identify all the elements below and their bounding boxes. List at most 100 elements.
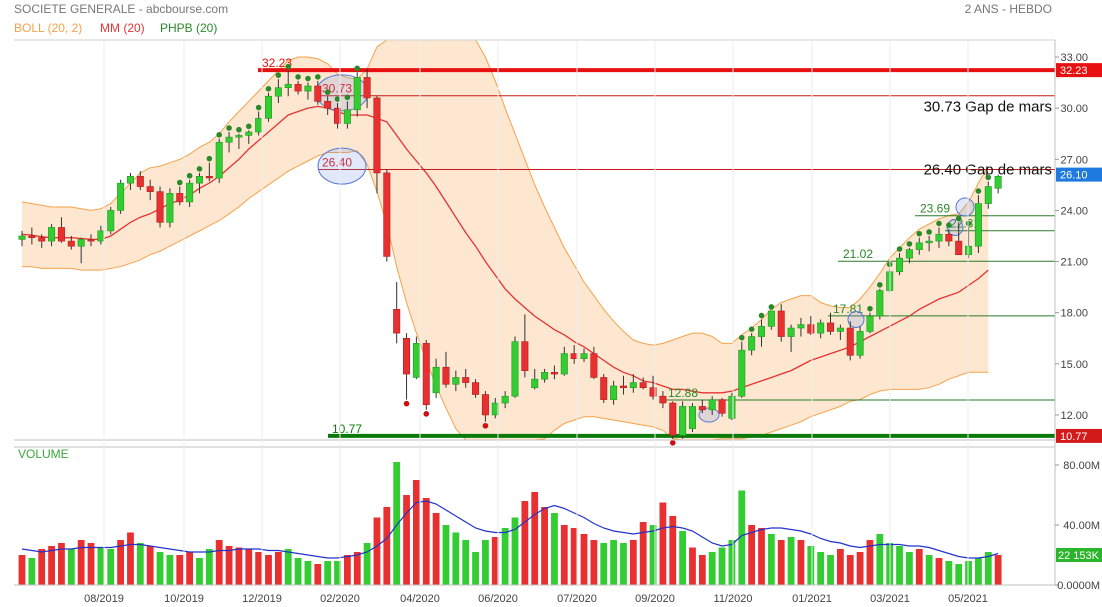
candle-body <box>353 77 361 111</box>
candle-body <box>264 95 272 119</box>
volume-bar <box>984 552 992 585</box>
axis-layer: 33.00 30.00 27.00 24.00 21.00 18.00 15.00 12.00… <box>14 39 1100 605</box>
volume-bar <box>866 540 874 585</box>
volume-bar <box>442 525 450 585</box>
volume-bar <box>117 540 124 585</box>
candle-body <box>807 324 815 334</box>
phpb-high-dot <box>738 334 745 341</box>
volume-bar <box>797 540 805 585</box>
volume-bar <box>393 462 401 585</box>
candle-body <box>215 141 223 179</box>
annotation-gap-mars-upper: 30.73 Gap de mars <box>924 99 1052 116</box>
volume-bar <box>511 517 519 585</box>
phpb-high-dot <box>916 230 923 237</box>
volume-bar <box>28 558 36 585</box>
candle-body <box>314 85 322 102</box>
candle-body <box>649 387 657 397</box>
volume-bar <box>748 525 756 585</box>
volume-moving-average <box>21 500 999 559</box>
volume-bar <box>876 534 884 585</box>
candle-body <box>284 83 292 88</box>
phpb-high-dot <box>206 155 213 162</box>
price-tag-resistance-bg <box>1056 63 1102 78</box>
volume-bar <box>235 547 243 585</box>
volume-bar <box>353 552 361 585</box>
candle-body <box>688 406 696 429</box>
price-tag-support: 10.77 <box>1060 431 1088 443</box>
gap-highlight-circle <box>847 311 865 328</box>
candle-body <box>324 101 332 109</box>
volume-bar <box>245 549 253 585</box>
level-label: 32.23 <box>262 56 292 70</box>
candle-body <box>708 399 716 411</box>
candle-body <box>541 372 549 380</box>
candle-body <box>334 107 342 124</box>
candle-body <box>738 349 746 397</box>
candle-body <box>767 310 775 327</box>
price-tag-last: 26.10 <box>1060 170 1088 182</box>
x-axis-label: 11/2020 <box>714 593 753 605</box>
candle-body <box>472 382 480 395</box>
volume-bar <box>482 540 489 585</box>
candle-body <box>255 118 263 133</box>
candle-body <box>905 249 913 259</box>
candle-body <box>570 353 578 360</box>
volume-bar <box>817 552 825 585</box>
candle-body <box>107 210 115 232</box>
volume-bar <box>708 552 716 585</box>
candle-body <box>452 377 460 385</box>
volume-bar <box>965 561 972 585</box>
price-tag-resistance: 32.23 <box>1060 65 1088 77</box>
volume-bar <box>728 540 736 585</box>
x-axis-label: 06/2020 <box>478 593 518 605</box>
volume-bar <box>521 501 529 585</box>
candle-body <box>915 242 923 250</box>
phpb-high-dot <box>216 132 222 138</box>
volume-bar <box>294 558 302 585</box>
phpb-high-dot <box>936 220 942 227</box>
x-axis-label: 12/2019 <box>242 593 282 605</box>
candle-body <box>817 322 825 334</box>
price-axis-label: 18.00 <box>1060 308 1088 320</box>
volume-bar <box>531 492 539 585</box>
price-axis-label: 12.00 <box>1060 410 1088 422</box>
phpb-high-dot <box>226 125 232 131</box>
phpb-high-dot <box>955 215 962 222</box>
x-axis-label: 09/2020 <box>635 593 675 605</box>
volume-bar <box>77 540 85 585</box>
candle-body <box>422 343 430 406</box>
volume-axis-label: 40.00M <box>1063 520 1100 532</box>
phpb-high-dot <box>946 222 952 228</box>
candle-body <box>560 353 568 375</box>
candle-body <box>393 308 401 334</box>
volume-bar <box>413 480 420 585</box>
candle-body <box>186 182 194 203</box>
volume-bar <box>403 495 410 585</box>
volume-bar <box>472 552 479 585</box>
candle-body <box>669 402 677 436</box>
candle-body <box>777 310 785 337</box>
price-tag-support-bg <box>1056 428 1102 443</box>
candle-body <box>48 227 56 242</box>
volume-bar <box>304 561 312 585</box>
candle-body <box>205 176 213 179</box>
candle-body <box>590 353 598 378</box>
volume-bar <box>501 528 509 585</box>
candle-body <box>521 341 529 371</box>
volume-bar <box>945 561 953 585</box>
phpb-high-dot <box>867 305 873 312</box>
x-axis-label: 01/2021 <box>792 593 832 605</box>
volume-bar <box>491 537 499 585</box>
x-axis-label: 02/2020 <box>320 593 360 605</box>
candle-body <box>117 182 125 211</box>
level-label: 23.69 <box>920 202 950 216</box>
candle-body <box>965 245 973 256</box>
candle-body <box>126 176 134 184</box>
volume-bar <box>363 543 371 585</box>
x-axis-label: 10/2019 <box>164 593 204 605</box>
volume-bar <box>156 552 164 585</box>
candle-body <box>166 193 174 223</box>
candle-body <box>77 239 85 247</box>
volume-bar <box>580 534 588 585</box>
